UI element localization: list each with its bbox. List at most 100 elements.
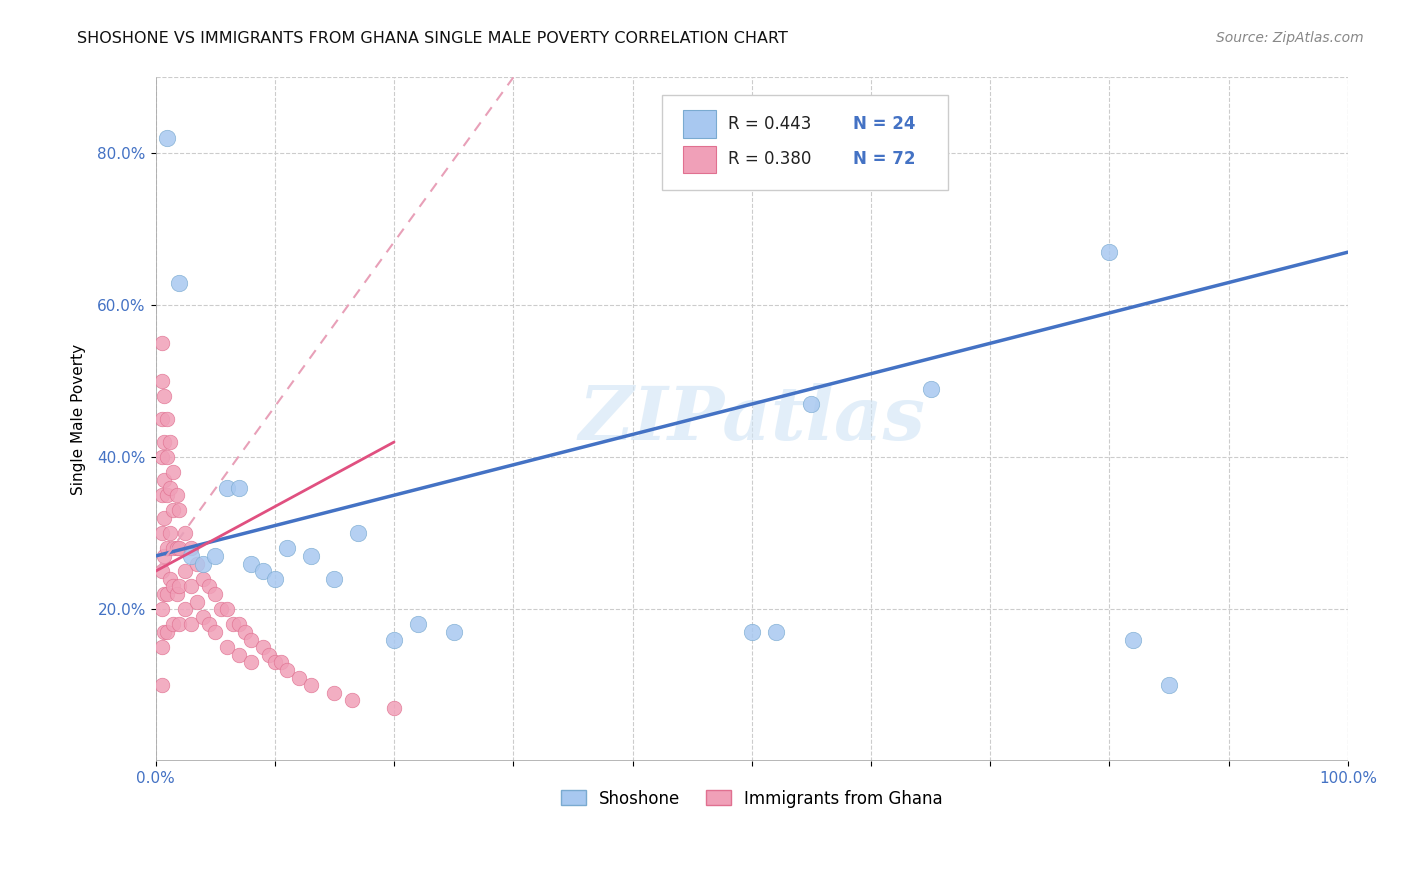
Legend: Shoshone, Immigrants from Ghana: Shoshone, Immigrants from Ghana (554, 783, 949, 814)
Text: R = 0.443: R = 0.443 (728, 115, 811, 133)
Point (406, 617, 429, 632)
Point (150, 374, 173, 388)
Point (342, 693, 364, 707)
Point (263, 572, 285, 586)
Point (156, 541, 179, 556)
Text: Source: ZipAtlas.com: Source: ZipAtlas.com (1216, 31, 1364, 45)
Point (198, 579, 221, 593)
Point (156, 412, 179, 426)
Point (153, 435, 176, 450)
Text: ZIPatlas: ZIPatlas (578, 383, 925, 456)
Point (153, 587, 176, 601)
FancyBboxPatch shape (682, 145, 716, 173)
Point (287, 671, 309, 685)
Point (1098, 245, 1121, 260)
Point (233, 624, 256, 639)
Point (180, 549, 202, 563)
Point (239, 656, 262, 670)
Point (150, 336, 173, 351)
Point (153, 549, 176, 563)
Point (443, 624, 465, 639)
Point (162, 466, 184, 480)
Point (276, 541, 298, 556)
Point (156, 587, 179, 601)
Point (169, 541, 191, 556)
Point (150, 640, 173, 654)
Point (193, 557, 215, 571)
Text: R = 0.380: R = 0.380 (728, 151, 811, 169)
Point (150, 602, 173, 616)
Point (180, 541, 202, 556)
Point (162, 579, 184, 593)
Point (217, 602, 239, 616)
Point (186, 557, 208, 571)
Point (169, 503, 191, 517)
Point (204, 624, 226, 639)
Point (800, 397, 823, 411)
Text: N = 72: N = 72 (853, 151, 915, 169)
Point (323, 572, 346, 586)
Point (150, 450, 173, 465)
Point (153, 511, 176, 525)
Point (156, 450, 179, 465)
FancyBboxPatch shape (662, 95, 949, 190)
Point (150, 412, 173, 426)
Point (741, 624, 763, 639)
Point (382, 701, 405, 715)
Point (276, 663, 298, 677)
Point (153, 473, 176, 487)
Point (1157, 678, 1180, 692)
Point (174, 526, 197, 541)
Point (150, 678, 173, 692)
Point (1122, 632, 1144, 647)
Point (159, 435, 181, 450)
Point (204, 549, 226, 563)
Point (239, 632, 262, 647)
Point (217, 481, 239, 495)
Point (180, 579, 202, 593)
Point (174, 564, 197, 578)
Point (186, 594, 208, 608)
Text: SHOSHONE VS IMMIGRANTS FROM GHANA SINGLE MALE POVERTY CORRELATION CHART: SHOSHONE VS IMMIGRANTS FROM GHANA SINGLE… (77, 31, 789, 46)
Point (382, 632, 405, 647)
Point (156, 131, 179, 145)
Y-axis label: Single Male Poverty: Single Male Poverty (72, 343, 86, 495)
Point (159, 526, 181, 541)
Point (153, 389, 176, 403)
Point (270, 656, 292, 670)
Point (228, 648, 250, 662)
Point (765, 624, 787, 639)
Point (252, 640, 274, 654)
Point (193, 572, 215, 586)
Point (239, 557, 262, 571)
Point (150, 526, 173, 541)
Point (166, 488, 188, 502)
Point (159, 572, 181, 586)
Point (169, 276, 191, 290)
Point (299, 678, 322, 692)
Point (252, 564, 274, 578)
Point (150, 488, 173, 502)
Point (174, 602, 197, 616)
Point (169, 579, 191, 593)
Point (162, 541, 184, 556)
Point (263, 656, 285, 670)
Point (204, 587, 226, 601)
Point (156, 488, 179, 502)
Point (257, 648, 280, 662)
Point (193, 609, 215, 624)
FancyBboxPatch shape (682, 111, 716, 137)
Point (222, 617, 245, 632)
Point (169, 617, 191, 632)
Text: N = 24: N = 24 (853, 115, 915, 133)
Point (347, 526, 370, 541)
Point (162, 617, 184, 632)
Point (920, 382, 942, 396)
Point (217, 640, 239, 654)
Point (228, 481, 250, 495)
Point (162, 503, 184, 517)
Point (150, 564, 173, 578)
Point (166, 587, 188, 601)
Point (299, 549, 322, 563)
Point (156, 624, 179, 639)
